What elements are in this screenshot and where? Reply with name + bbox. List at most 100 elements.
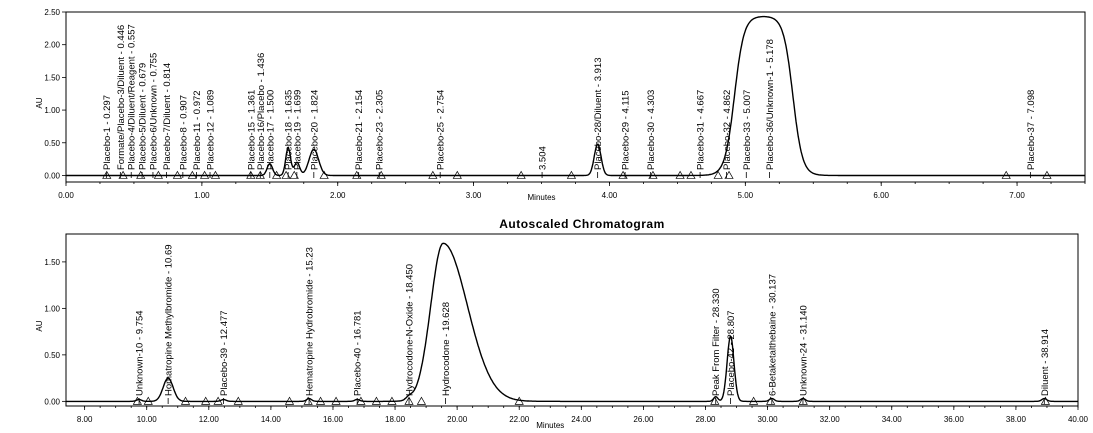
chromatogram-top-panel: 0.00 0.50 1.00 1.50 2.00 2.50 0.00 1.00 2.00 3.00… — [35, 8, 1086, 202]
integration-marker — [356, 396, 366, 405]
peak-label: Placebo-30 - 4.303 — [646, 90, 657, 170]
y-tick-label: 1.50 — [44, 258, 60, 267]
integration-marker — [180, 396, 191, 405]
plot-frame — [65, 233, 1079, 407]
integration-marker — [387, 396, 397, 405]
integration-marker — [331, 396, 341, 405]
peak-label: Placebo-15 - 1.361 — [246, 90, 257, 170]
integration-marker — [1001, 170, 1011, 179]
peak-label: Placebo-19 - 1.699 — [292, 90, 303, 170]
integration-marker — [246, 170, 256, 179]
peak-label: Placebo-16/Placebo - 1.436 — [256, 53, 267, 170]
peak-label: Formate/Placebo-3/Diluent - 0.446 — [116, 25, 127, 170]
integration-marker — [118, 170, 128, 179]
x-tick-label: 14.00 — [261, 415, 282, 424]
peak-label: Diluent - 38.914 — [1040, 329, 1051, 396]
integration-marker — [102, 170, 112, 179]
integration-marker — [404, 396, 414, 405]
integration-marker — [210, 170, 221, 179]
peak-label: Placebo-8 - 0.907 — [178, 95, 189, 170]
x-tick-label: 22.00 — [509, 415, 530, 424]
integration-marker — [319, 170, 329, 179]
integration-marker — [516, 170, 526, 179]
integration-marker — [303, 396, 313, 405]
peak-label: Placebo-29 - 4.115 — [621, 90, 632, 170]
integration-marker — [199, 170, 210, 179]
peak-label: Placebo-12 - 1.089 — [206, 90, 217, 170]
x-tick-label: 24.00 — [571, 415, 592, 424]
integration-marker — [798, 396, 808, 405]
x-tick-label: 16.00 — [323, 415, 344, 424]
peak-label: Hematropine Hydrobromide - 15.23 — [305, 247, 316, 396]
integration-marker — [371, 396, 382, 405]
peak-label: Placebo-4/Diluent/Reagent - 0.557 — [127, 24, 138, 170]
peak-label: Unknown-24 - 31.140 — [798, 305, 809, 396]
y-axis-label: AU — [35, 97, 44, 108]
x-tick-label: 1.00 — [194, 191, 210, 200]
peak-label: 3.504 — [538, 146, 549, 170]
x-tick-label: 8.00 — [77, 415, 93, 424]
peak-label: Placebo-32 - 4.862 — [722, 90, 733, 170]
integration-marker — [710, 396, 720, 405]
integration-marker — [271, 170, 282, 179]
peak-label: Placebo-1 - 0.297 — [102, 95, 113, 170]
integration-marker — [514, 396, 524, 405]
integration-marker — [766, 396, 776, 405]
integration-marker — [213, 396, 223, 405]
y-tick-label: 0.50 — [44, 139, 60, 148]
integration-marker — [428, 170, 438, 179]
peak-label: Placebo-11 - 0.972 — [192, 90, 203, 170]
peak-label: Placebo-17 - 1.500 — [265, 90, 276, 170]
y-tick-label: 1.00 — [44, 304, 60, 313]
y-tick-label: 2.50 — [44, 8, 60, 17]
integration-marker — [724, 170, 734, 179]
peak-label: Unknown-10 - 9.754 — [135, 310, 146, 396]
peak-label: Placebo-33 - 5.007 — [742, 90, 753, 170]
integration-marker — [1040, 396, 1051, 405]
integration-marker — [172, 170, 183, 179]
integration-marker — [713, 170, 723, 179]
peak-label: Placebo-40 - 16.781 — [353, 310, 364, 396]
chart-title: Autoscaled Chromatogram — [499, 217, 665, 231]
x-tick-label: 10.00 — [137, 415, 158, 424]
chromatogram-trace — [66, 15, 1085, 177]
x-axis-label: Minutes — [528, 193, 556, 202]
peak-label: Hydrocodone - 19.628 — [441, 302, 452, 396]
peak-label: Placebo-6/Unknown - 0.755 — [148, 53, 159, 170]
x-tick-label: 40.00 — [1068, 415, 1089, 424]
integration-marker — [1042, 170, 1052, 179]
integration-marker — [315, 396, 326, 405]
integration-marker — [201, 396, 211, 405]
peak-label: Placebo-37 - 7.098 — [1026, 90, 1037, 170]
x-tick-label: 28.00 — [695, 415, 716, 424]
x-tick-label: 3.00 — [466, 191, 482, 200]
integration-marker — [675, 170, 685, 179]
x-tick-label: 30.00 — [758, 415, 779, 424]
x-tick-label: 6.00 — [873, 191, 889, 200]
x-tick-label: 32.00 — [820, 415, 841, 424]
integration-marker — [153, 170, 163, 179]
peak-label: Placebo-36/Unknown-1 - 5.178 — [765, 39, 776, 170]
peak-label: Hydrocodone-N-Oxide - 18.450 — [405, 264, 416, 396]
integration-marker — [452, 170, 462, 179]
integration-marker — [187, 170, 197, 179]
peak-label: Placebo-39 - 12.477 — [219, 310, 230, 396]
peak-label: Placebo-23 - 2.305 — [375, 90, 386, 170]
integration-marker — [289, 170, 299, 179]
x-tick-label: 12.00 — [199, 415, 220, 424]
x-tick-label: 2.00 — [330, 191, 346, 200]
peak-label: 6-Betaketalthebaine - 30.137 — [767, 274, 778, 396]
autoscaled-chromatogram-panel: Autoscaled Chromatogram 0.00 0.50 1.00 1.50 8… — [35, 217, 1089, 430]
integration-marker — [284, 396, 295, 405]
peak-label: Placebo-7/Diluent - 0.814 — [162, 63, 173, 170]
x-tick-label: 36.00 — [944, 415, 965, 424]
x-tick-label: 4.00 — [602, 191, 618, 200]
peak-label: Placebo-42 - 28.807 — [726, 310, 737, 396]
plot-frame — [65, 11, 1086, 183]
integration-marker — [416, 396, 427, 405]
integration-marker — [748, 396, 759, 405]
x-tick-label: 26.00 — [633, 415, 654, 424]
x-tick-label: 38.00 — [1006, 415, 1027, 424]
y-tick-label: 0.50 — [44, 351, 60, 360]
peak-label: Placebo-31 - 4.667 — [696, 90, 707, 170]
